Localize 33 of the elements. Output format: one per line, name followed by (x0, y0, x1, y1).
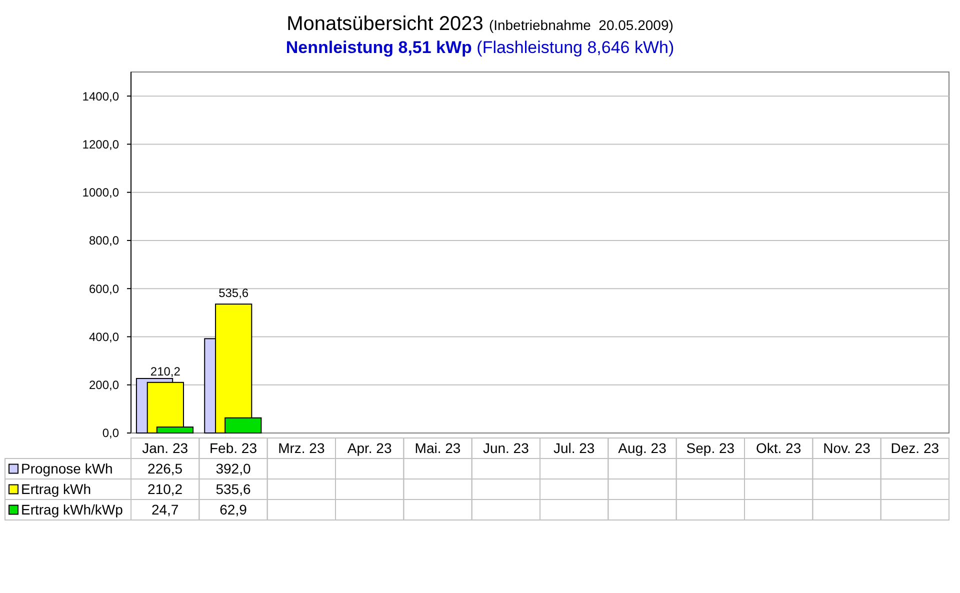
x-tick-label: Jan. 23 (142, 440, 188, 456)
chart-title: Monatsübersicht 2023 (Inbetriebnahme 20.05.2009) (286, 13, 674, 35)
x-tick-label: Feb. 23 (210, 440, 258, 456)
x-tick-label: Sep. 23 (686, 440, 735, 456)
y-tick-label: 400,0 (88, 330, 120, 344)
y-tick-label: 1200,0 (82, 137, 120, 152)
legend-label: Ertrag kWh (21, 481, 92, 498)
data-label: 210,2 (148, 481, 183, 498)
y-tick-label: 600,0 (88, 282, 120, 296)
text: 210,2 (150, 364, 180, 378)
x-tick-label: Jul. 23 (553, 440, 595, 456)
data-label: 226,5 (148, 460, 183, 477)
x-tick-label: Nov. 23 (823, 440, 871, 456)
legend-label: Ertrag kWh/kWp (21, 502, 124, 518)
legend-label: Prognose kWh (21, 460, 113, 477)
x-tick-label: Jun. 23 (482, 440, 530, 456)
data-label: 535,6 (216, 481, 251, 498)
y-tick-label: 200,0 (88, 378, 120, 392)
x-tick-label: Mrz. 23 (278, 440, 325, 456)
data-label: 24,7 (151, 502, 179, 518)
text: 535,6 (218, 286, 249, 300)
x-tick-label: Mai. 23 (414, 440, 461, 456)
chart-subtitle: Nennleistung 8,51 kWp (Flashleistung 8,646 kWh) (286, 38, 674, 57)
x-tick-label: Apr. 23 (347, 440, 392, 456)
y-tick-label: 1000,0 (82, 186, 120, 200)
x-tick-label: Aug. 23 (618, 440, 667, 456)
data-label: 62,9 (220, 502, 248, 518)
x-tick-label: Dez. 23 (890, 440, 940, 456)
y-tick-label: 800,0 (88, 234, 120, 248)
y-tick-label: 0,0 (102, 426, 120, 440)
y-tick-label: 1400,0 (82, 89, 120, 104)
x-tick-label: Okt. 23 (756, 440, 802, 456)
data-label: 392,0 (216, 460, 251, 477)
